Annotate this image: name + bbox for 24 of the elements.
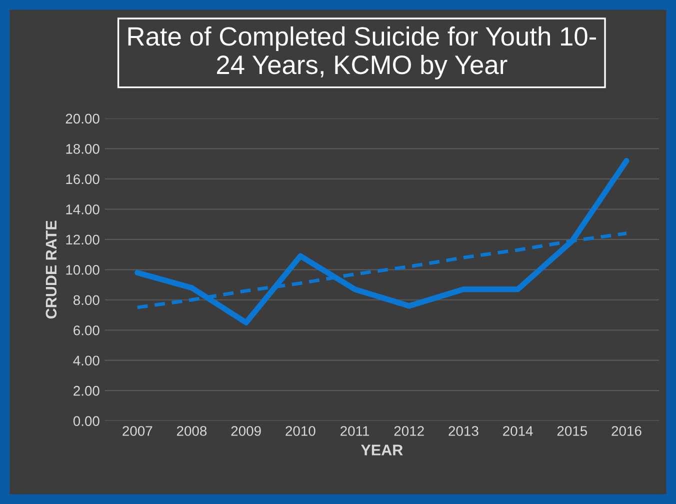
x-tick-label: 2008 [176, 426, 207, 436]
y-tick-label: 6.00 [74, 325, 100, 336]
x-tick-label: 2007 [122, 426, 152, 436]
y-tick-label: 10.00 [66, 264, 100, 275]
x-tick-label: 2016 [612, 426, 642, 436]
x-tick-label: 2009 [231, 426, 261, 436]
y-tick-label: 12.00 [66, 234, 100, 245]
x-tick-label: 2012 [394, 426, 424, 436]
x-tick-label: 2010 [286, 426, 316, 436]
x-tick-label: 2014 [503, 426, 533, 436]
y-tick-label: 2.00 [74, 386, 100, 396]
y-tick-label: 16.00 [66, 174, 100, 184]
x-tick-label: 2015 [557, 426, 588, 436]
y-tick-label: 4.00 [73, 356, 100, 366]
y-tick-label: 8.00 [73, 295, 100, 306]
chart-title: Rate of Completed Suicide for Youth 10- 24 Years, KCMO by Year [128, 26, 596, 80]
x-tick-label: 2013 [448, 426, 478, 436]
y-tick-label: 18.00 [66, 144, 100, 154]
y-tick-label: 20.00 [66, 114, 100, 124]
x-tick-label: 2011 [340, 426, 370, 436]
x-axis-title: YEAR [360, 444, 403, 456]
y-axis-title: CRUDE RATE [46, 220, 57, 319]
y-tick-label: 14.00 [66, 204, 100, 214]
y-tick-label: 0.00 [73, 416, 100, 426]
